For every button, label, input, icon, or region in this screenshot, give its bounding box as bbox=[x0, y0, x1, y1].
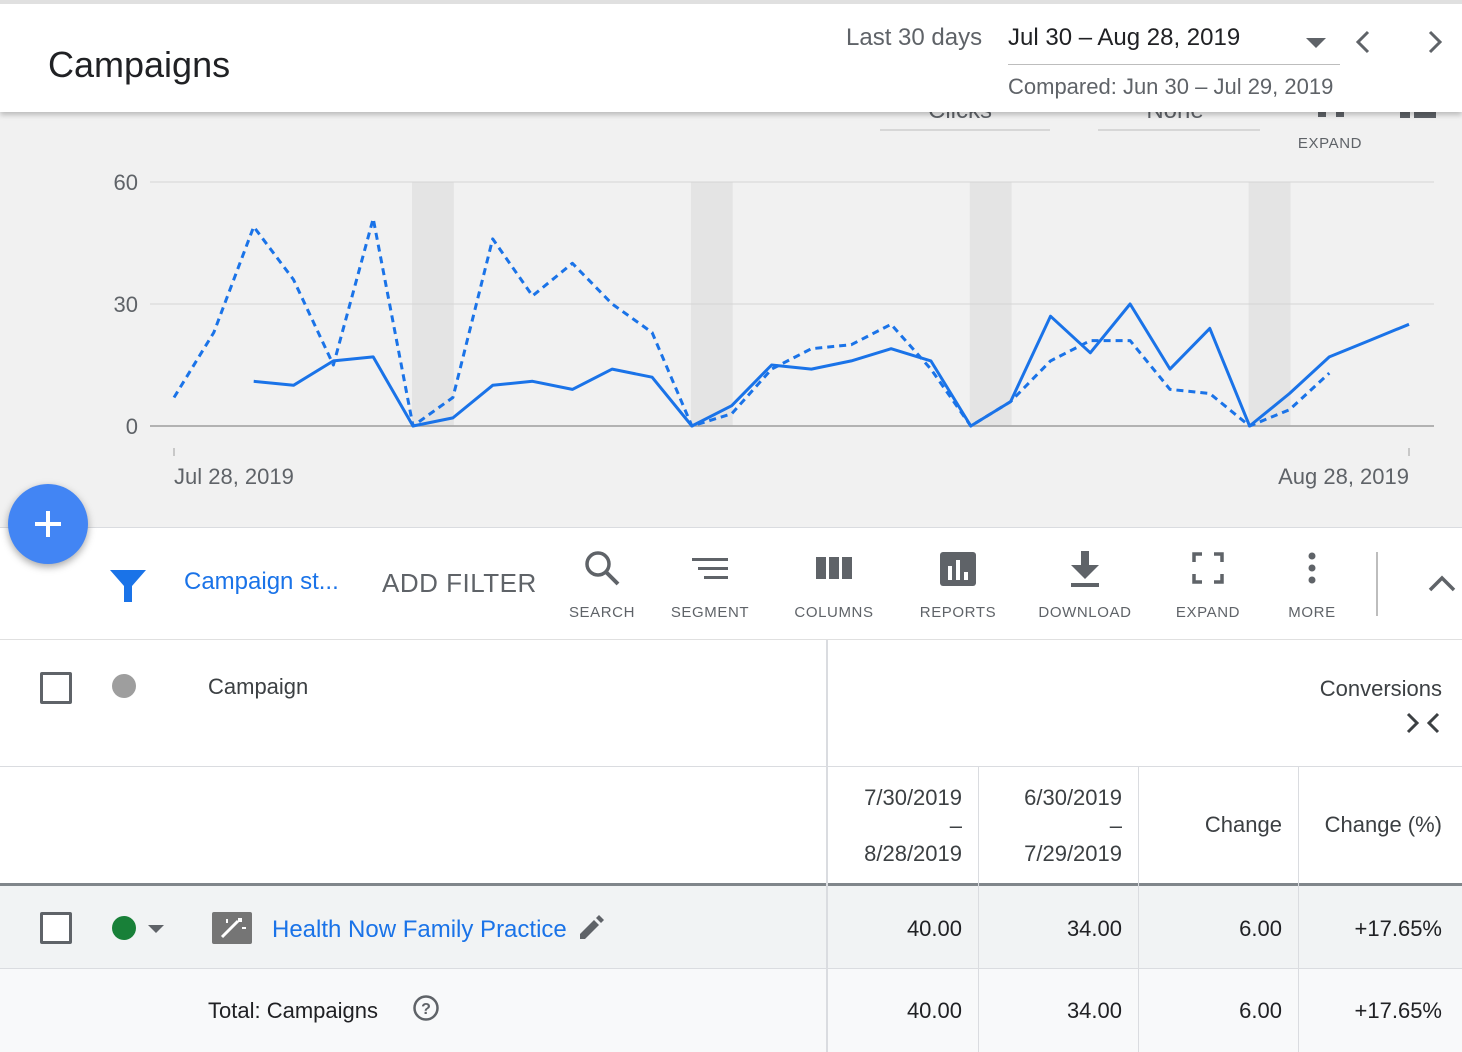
download-tool-label: DOWNLOAD bbox=[1038, 604, 1132, 621]
reports-tool-button[interactable]: REPORTS bbox=[908, 548, 1008, 628]
status-header-dot-icon[interactable] bbox=[112, 674, 136, 698]
row-previous-value: 34.00 bbox=[1066, 916, 1122, 941]
header-bottom-rule bbox=[0, 883, 1462, 886]
segment-tool-button[interactable]: SEGMENT bbox=[660, 548, 760, 628]
edit-icon[interactable] bbox=[574, 912, 606, 944]
total-change-pct-value: +17.65% bbox=[1354, 998, 1442, 1023]
search-icon bbox=[585, 551, 620, 586]
previous-period-start: 6/30/2019 bbox=[1024, 785, 1122, 810]
x-start-label: Jul 28, 2019 bbox=[174, 464, 294, 489]
frozen-column-divider bbox=[826, 640, 828, 1052]
add-filter-button[interactable]: ADD FILTER bbox=[382, 568, 537, 598]
previous-period-header[interactable]: 6/30/2019 – 7/29/2019 bbox=[990, 784, 1122, 868]
current-period-end: 8/28/2019 bbox=[864, 841, 962, 866]
total-change-value: 6.00 bbox=[1239, 998, 1282, 1023]
current-series-line bbox=[253, 302, 1410, 428]
current-period-start: 7/30/2019 bbox=[864, 785, 962, 810]
date-range-underline bbox=[1008, 64, 1340, 65]
page-header: Campaigns Last 30 days Jul 30 – Aug 28, … bbox=[0, 0, 1462, 112]
chevron-right-icon[interactable] bbox=[1418, 26, 1450, 58]
expand-tool-button[interactable]: EXPAND bbox=[1160, 548, 1256, 628]
column-divider bbox=[978, 766, 979, 1052]
conversions-column-header[interactable]: Conversions bbox=[1319, 676, 1442, 701]
smart-campaign-icon bbox=[212, 912, 252, 944]
date-range-selector[interactable]: Jul 30 – Aug 28, 2019 bbox=[1008, 24, 1241, 51]
comparison-series-line bbox=[172, 217, 1331, 428]
campaign-table: Campaign Conversions 7/30/2019 – 8/28/20… bbox=[0, 640, 1462, 1052]
fullscreen-icon bbox=[1192, 552, 1224, 584]
date-preset-label[interactable]: Last 30 days bbox=[846, 24, 983, 51]
add-campaign-button[interactable] bbox=[8, 484, 88, 564]
reports-tool-label: REPORTS bbox=[919, 604, 997, 621]
collapse-columns-icon[interactable] bbox=[1404, 710, 1444, 736]
column-divider bbox=[1298, 766, 1299, 1052]
performance-chart: Clicks None EXPAND 60 30 0 Jul 28, 2019 Aug … bbox=[0, 100, 1462, 528]
previous-period-dash: – bbox=[1109, 813, 1122, 838]
previous-period-end: 7/29/2019 bbox=[1024, 841, 1122, 866]
reports-icon bbox=[940, 552, 976, 586]
y-tick-label: 30 bbox=[114, 292, 138, 317]
segment-tool-label: SEGMENT bbox=[670, 604, 750, 621]
svg-text:?: ? bbox=[421, 1001, 431, 1018]
total-row bbox=[0, 969, 1462, 1052]
columns-icon bbox=[816, 557, 852, 579]
search-tool-button[interactable]: SEARCH bbox=[562, 548, 642, 628]
row-checkbox[interactable] bbox=[40, 912, 72, 944]
y-tick-label: 0 bbox=[126, 414, 138, 439]
campaign-column-header[interactable]: Campaign bbox=[208, 674, 309, 699]
columns-tool-label: COLUMNS bbox=[794, 604, 874, 621]
download-tool-button[interactable]: DOWNLOAD bbox=[1030, 548, 1140, 628]
table-toolbar bbox=[0, 528, 1462, 640]
chevron-down-icon[interactable] bbox=[1300, 30, 1332, 54]
x-end-label: Aug 28, 2019 bbox=[1278, 464, 1409, 489]
total-current-value: 40.00 bbox=[906, 998, 962, 1023]
expand-tool-label: EXPAND bbox=[1175, 604, 1241, 621]
chevron-left-icon[interactable] bbox=[1348, 26, 1380, 58]
plus-icon bbox=[35, 511, 61, 537]
status-dropdown-icon[interactable] bbox=[146, 922, 166, 936]
compare-date-range[interactable]: Compared: Jun 30 – Jul 29, 2019 bbox=[1008, 74, 1334, 99]
total-previous-value: 34.00 bbox=[1066, 998, 1122, 1023]
status-enabled-icon[interactable] bbox=[112, 916, 136, 940]
row-divider bbox=[0, 968, 1462, 969]
header-divider bbox=[0, 766, 1462, 767]
campaign-status-filter-chip[interactable]: Campaign st... bbox=[184, 568, 339, 595]
segment-icon bbox=[692, 558, 728, 579]
help-icon[interactable]: ? bbox=[412, 994, 440, 1022]
more-tool-button[interactable]: MORE bbox=[1272, 548, 1352, 628]
total-label: Total: Campaigns bbox=[208, 998, 378, 1023]
chart-type-icon[interactable] bbox=[1400, 112, 1436, 118]
y-tick-label: 60 bbox=[114, 170, 138, 195]
chart-expand-label[interactable]: EXPAND bbox=[1298, 135, 1362, 152]
chart-expand-icon[interactable] bbox=[1318, 112, 1344, 117]
columns-tool-button[interactable]: COLUMNS bbox=[784, 548, 884, 628]
download-icon bbox=[1071, 551, 1099, 587]
change-pct-column-header[interactable]: Change (%) bbox=[1324, 812, 1442, 837]
toolbar-divider bbox=[1376, 552, 1378, 616]
row-change-value: 6.00 bbox=[1239, 916, 1282, 941]
page-title: Campaigns bbox=[48, 44, 231, 85]
more-tool-label: MORE bbox=[1288, 604, 1336, 621]
search-tool-label: SEARCH bbox=[568, 604, 636, 621]
row-change-pct-value: +17.65% bbox=[1354, 916, 1442, 941]
change-column-header[interactable]: Change bbox=[1204, 812, 1282, 837]
select-all-checkbox[interactable] bbox=[40, 672, 72, 704]
row-current-value: 40.00 bbox=[906, 916, 962, 941]
more-vert-icon bbox=[1308, 552, 1316, 584]
current-period-dash: – bbox=[949, 813, 962, 838]
chevron-up-icon[interactable] bbox=[1424, 568, 1460, 600]
current-period-header[interactable]: 7/30/2019 – 8/28/2019 bbox=[830, 784, 962, 868]
campaign-name-link[interactable]: Health Now Family Practice bbox=[272, 916, 567, 943]
column-divider bbox=[1138, 766, 1139, 1052]
filter-icon[interactable] bbox=[108, 568, 148, 604]
